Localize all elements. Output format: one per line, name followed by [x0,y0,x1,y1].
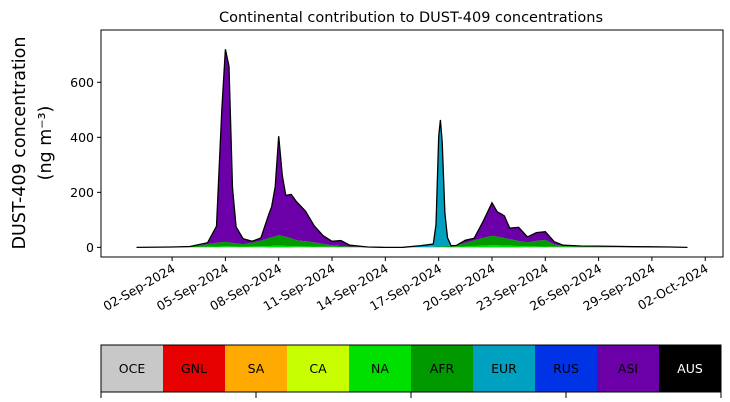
legend-label-gnl: GNL [181,361,207,376]
legend-swatch-gnl [163,345,225,392]
legend-swatch-rus [535,345,597,392]
chart-title: Continental contribution to DUST-409 con… [219,10,603,26]
plot-frame [100,29,724,258]
legend-swatch-aus [659,345,721,392]
series-area-na [136,245,688,248]
y-axis-label-line-2: (ng m⁻³) [36,106,56,181]
y-tick-label: 600 [70,75,94,90]
y-tick-label: 0 [86,240,94,255]
legend-swatch-ca [287,345,349,392]
legend-swatch-na [349,345,411,392]
legend-label-asi: ASI [618,361,638,376]
legend-swatch-oce [101,345,163,392]
legend-label-na: NA [371,361,389,376]
plot-area: 020040060002-Sep-202405-Sep-202408-Sep-2… [70,29,724,314]
legend-label-ca: CA [309,361,327,376]
region-legend: OCE GNL SA CA NA AFR EUR RUS ASI AUS [100,344,722,398]
legend-swatch-asi [597,345,659,392]
y-tick-label: 400 [70,130,94,145]
legend-label-afr: AFR [430,361,455,376]
legend-label-oce: OCE [119,361,146,376]
y-axis-label-line-1: DUST-409 concentration [10,37,30,250]
legend-label-aus: AUS [677,361,703,376]
legend-swatch-sa [225,345,287,392]
y-tick-label: 200 [70,185,94,200]
total-outline [136,49,688,249]
series-area-afr [136,235,688,248]
legend-label-eur: EUR [491,361,517,376]
series-area-asi [136,49,688,248]
legend-label-sa: SA [248,361,265,376]
legend-label-rus: RUS [553,361,579,376]
legend-swatch-eur [473,345,535,392]
legend-swatch-afr [411,345,473,392]
